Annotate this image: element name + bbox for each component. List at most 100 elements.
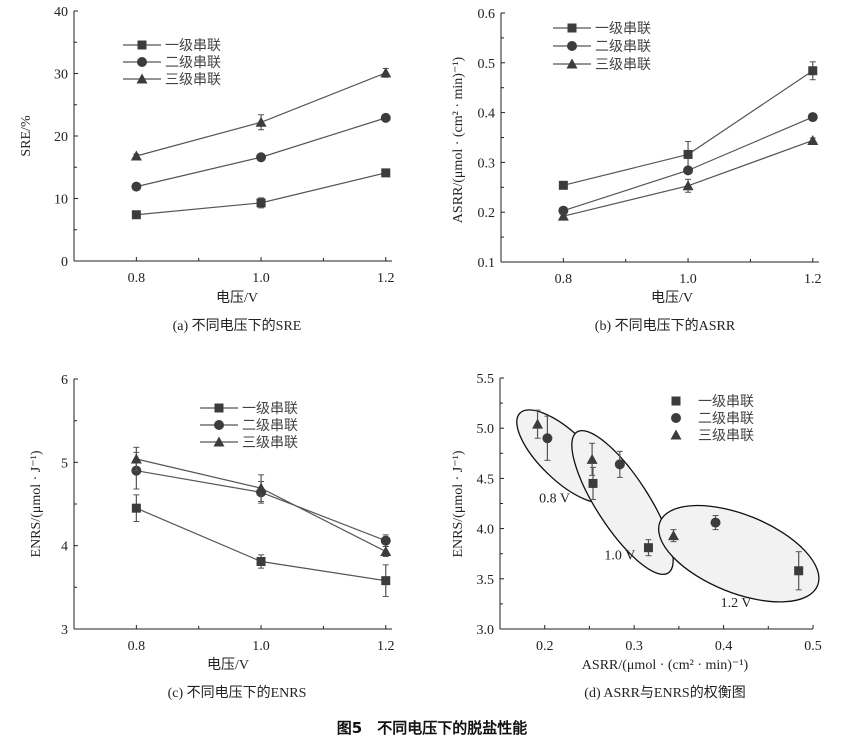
series-3 [532,409,679,543]
chart-caption: (d) ASRR与ENRS的权衡图 [584,685,745,701]
circle-marker [614,459,625,470]
circle-marker [380,535,391,546]
y-tick-label: 3.0 [477,623,495,638]
x-tick-label: 0.4 [715,639,733,654]
triangle-marker [532,418,544,429]
circle-marker [380,112,391,123]
legend-label: 三级串联 [698,428,754,444]
group-label: 1.0 V [604,549,635,564]
y-axis-label: ENRS/(μmol · J⁻¹) [29,450,44,557]
y-tick-label: 3 [61,623,68,638]
triangle-marker [380,546,392,556]
circle-marker [214,420,224,430]
legend-item: 二级串联 [553,39,651,55]
triangle-marker [682,180,694,191]
legend-item: 三级串联 [670,428,754,444]
y-tick-label: 0.3 [478,156,496,171]
y-tick-label: 0.2 [478,206,496,221]
legend-item: 一级串联 [671,394,754,410]
triangle-marker [566,58,578,69]
y-tick-label: 4.5 [477,472,495,487]
circle-marker [567,41,577,51]
y-tick-label: 30 [54,68,68,83]
x-tick-label: 0.8 [555,272,573,287]
chart-a: 0 10 20 30 40 0.8 1.0 1.2 电压/V SRE/% (a) 不同电压下的SRE… [19,5,395,334]
x-tick-label: 0.3 [625,639,643,654]
triangle-marker [136,73,148,84]
x-tick-label: 0.8 [128,639,146,654]
triangle-marker [380,67,392,78]
x-tick-label: 0.8 [128,271,146,286]
x-tick-label: 1.0 [252,639,270,654]
legend-label: 二级串联 [165,55,221,71]
series-3 [557,134,819,221]
chart-c: 3 4 5 6 0.8 1.0 1.2 电压/V ENRS/(μmol · J⁻¹) (c) 不同… [29,373,395,701]
y-tick-label: 20 [54,130,68,145]
square-marker [131,210,141,220]
group-ellipse [571,429,674,576]
series-line [136,458,387,553]
legend-item: 三级串联 [200,435,298,451]
chart-caption: (b) 不同电压下的ASRR [595,318,736,334]
series-line [136,172,386,216]
circle-marker [683,165,694,176]
x-tick-label: 1.0 [679,272,697,287]
circle-marker [807,112,818,123]
square-marker [256,198,266,208]
chart-caption: (a) 不同电压下的SRE [173,318,302,334]
y-tick-label: 0.1 [478,256,496,271]
legend-label: 二级串联 [698,411,754,427]
chart-d: 0.8 V 1.0 V 1.2 V 3.0 3.5 4.0 4.5 5.0 5.5 0.2 0.3 0… [451,372,822,701]
series-1 [558,61,818,190]
circle-marker [137,57,147,67]
square-marker [381,168,391,178]
x-tick-label: 1.2 [804,272,822,287]
y-tick-label: 10 [54,193,68,208]
series-1 [131,494,391,597]
chart-b: 0.1 0.2 0.3 0.4 0.5 0.6 0.8 1.0 1.2 电压/V ASRR/(μmo… [451,7,822,334]
legend-item: 二级串联 [123,55,221,71]
legend-label: 三级串联 [595,57,651,73]
legend-label: 一级串联 [698,394,754,410]
group-ellipse [657,504,820,603]
triangle-marker [255,482,267,493]
x-tick-label: 0.5 [804,639,822,654]
triangle-marker [255,116,267,127]
legend-label: 二级串联 [242,418,298,434]
y-axis-label: SRE/% [19,115,34,157]
y-tick-label: 3.5 [477,573,495,588]
y-tick-label: 4.0 [477,523,495,538]
chart-caption: (c) 不同电压下的ENRS [168,685,307,701]
triangle-marker [213,436,225,447]
y-tick-label: 5 [61,456,68,471]
legend-item: 二级串联 [200,418,298,434]
legend-label: 一级串联 [165,38,221,54]
square-marker [567,23,577,33]
legend-item: 三级串联 [123,72,221,88]
series-2 [558,112,818,216]
square-marker [794,566,804,576]
y-tick-label: 0.4 [478,107,496,122]
legend-item: 一级串联 [553,21,651,37]
legend-item: 一级串联 [200,401,298,417]
group-label: 1.2 V [721,596,752,611]
triangle-marker [130,453,142,464]
x-axis-label: 电压/V [207,657,249,673]
square-marker [671,396,681,406]
square-marker [683,149,693,159]
group-label: 0.8 V [539,491,570,506]
circle-marker [131,181,142,192]
y-axis-label: ENRS/(μmol · J⁻¹) [451,450,466,557]
series-2 [131,112,391,192]
figure-title: 图5 不同电压下的脱盐性能 [337,719,527,737]
series-1 [588,466,804,591]
x-axis-label: ASRR/(μmol · (cm² · min)⁻¹) [582,658,749,673]
legend-item: 一级串联 [123,38,221,54]
legend-label: 三级串联 [165,72,221,88]
series-line [136,507,386,582]
square-marker [808,66,818,76]
triangle-marker [557,210,569,221]
series-1 [131,168,391,220]
y-tick-label: 0 [61,255,68,270]
legend-label: 二级串联 [595,39,651,55]
